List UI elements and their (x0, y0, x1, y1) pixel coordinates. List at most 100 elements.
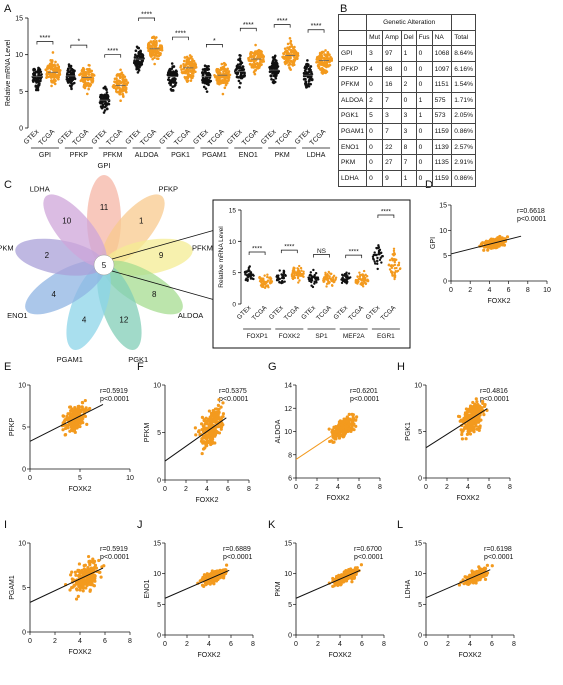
data-point (153, 50, 157, 53)
scatter-point (355, 415, 359, 419)
data-point (205, 90, 209, 93)
inset-data-point (327, 270, 331, 274)
inset-data-point (293, 272, 296, 276)
data-point (173, 71, 176, 74)
scatter-point (217, 576, 221, 580)
inset-data-point (379, 256, 383, 259)
data-point (273, 54, 277, 58)
scatter-point (70, 570, 74, 574)
scatter-point (492, 238, 497, 243)
data-point (124, 89, 128, 93)
inset-data-point (276, 276, 280, 279)
data-point (155, 39, 158, 43)
scatter-x-axis-label: FOXK2 (69, 649, 92, 656)
scatter-y-axis-label: LDHA (405, 579, 412, 598)
scatter-point (206, 580, 211, 584)
inset-data-point (361, 274, 365, 278)
data-point (234, 68, 238, 72)
flower-center (93, 254, 115, 276)
data-point (183, 75, 187, 79)
group-label: TCGA (38, 128, 57, 147)
data-point (203, 79, 207, 83)
scatter-point (481, 399, 485, 404)
scatter-point (200, 415, 205, 419)
data-point (36, 86, 40, 89)
data-point (51, 81, 55, 84)
data-point (208, 74, 211, 77)
scatter-x-tick-label: 2 (184, 486, 188, 493)
inset-data-point (243, 271, 247, 274)
table-cell-amp: 16 (382, 76, 402, 93)
data-point (253, 72, 257, 76)
data-point (323, 60, 327, 64)
scatter-point (209, 436, 213, 440)
inset-data-point (298, 264, 301, 268)
scatter-x-tick-label: 5 (78, 475, 82, 482)
data-point (151, 51, 154, 54)
scatter-point (76, 569, 80, 573)
inset-data-point (293, 266, 296, 270)
scatter-x-axis-label: FOXK2 (327, 495, 350, 502)
data-point (44, 68, 48, 72)
petal-pgam1 (66, 264, 111, 350)
scatter-x-tick-label: 4 (336, 484, 340, 491)
inset-data-point (315, 279, 318, 282)
inset-significance-mark: **** (284, 244, 295, 251)
data-point (36, 79, 39, 82)
scatter-point (212, 418, 216, 423)
table-row: PFKM 0 16 2 0 1151 1.54% (337, 76, 476, 93)
data-point (133, 60, 136, 64)
inset-data-point (376, 256, 379, 260)
data-point (90, 80, 94, 84)
petal-gene-label: ENO1 (7, 311, 27, 320)
scatter-point (217, 398, 221, 402)
y-tick-label: 5 (19, 89, 23, 96)
scatter-point (90, 560, 94, 564)
inset-data-point (278, 280, 281, 284)
scatter-point (331, 584, 335, 588)
scatter-point (341, 432, 346, 437)
inset-data-point (345, 271, 348, 274)
scatter-point (88, 589, 92, 593)
data-point (205, 71, 208, 75)
data-point (53, 82, 57, 86)
table-cell-del: 0 (400, 60, 417, 78)
data-point (250, 55, 253, 59)
data-point (257, 55, 260, 58)
scatter-point (81, 583, 85, 588)
scatter-point (464, 437, 468, 441)
inset-data-point (381, 255, 384, 258)
scatter-y-tick-label: 10 (414, 383, 422, 390)
scatter-y-tick-label: 5 (157, 430, 161, 437)
scatter-point (483, 403, 487, 407)
data-point (256, 66, 259, 70)
data-point (253, 65, 257, 69)
data-point (283, 60, 287, 64)
scatter-point (339, 573, 344, 577)
table-cell-total: 6.16% (451, 60, 476, 78)
inset-data-point (391, 274, 394, 277)
scatter-y-tick-label: 5 (418, 429, 422, 436)
data-point (274, 66, 278, 69)
inset-data-point (312, 268, 315, 272)
scatter-point (482, 412, 486, 417)
inset-data-point (302, 270, 305, 273)
scatter-point (331, 576, 335, 581)
inset-data-point (324, 271, 327, 275)
data-point (54, 67, 57, 71)
scatter-point (460, 437, 465, 441)
column-header: Del (400, 29, 417, 47)
inset-data-point (341, 276, 344, 280)
data-point (51, 51, 55, 54)
table-cell-del: 2 (400, 76, 417, 93)
table-row: PFKP 4 68 0 0 1097 6.16% (337, 60, 476, 78)
data-point (169, 88, 173, 91)
data-point (308, 78, 311, 81)
data-point (288, 37, 292, 40)
table-cell-fus: 0 (415, 169, 433, 187)
data-point (57, 68, 61, 72)
inset-significance-mark: **** (349, 249, 360, 256)
inset-data-point (358, 275, 362, 278)
table-cell-del: 7 (400, 154, 417, 171)
data-point (270, 65, 274, 68)
